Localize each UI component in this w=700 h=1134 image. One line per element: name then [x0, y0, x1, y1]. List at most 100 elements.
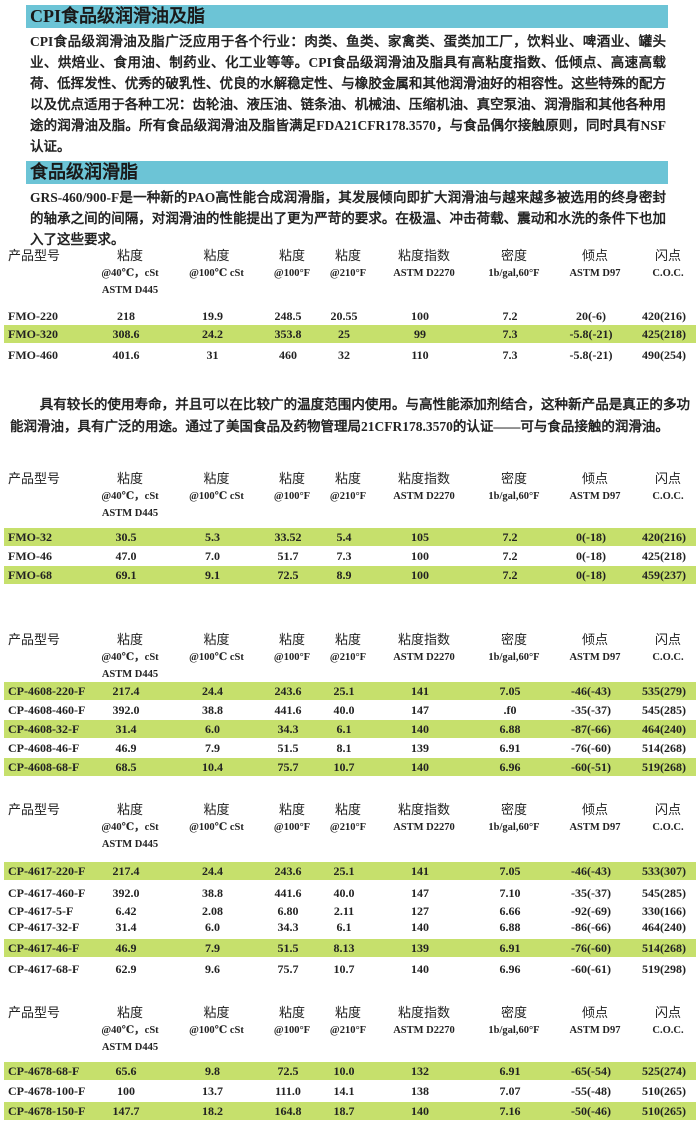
- table-cell: -76(-60): [571, 940, 611, 955]
- column-header: 粘度 @40℃，cSt ASTM D445: [89, 630, 171, 683]
- column-unit: ASTM D2270: [393, 822, 455, 833]
- column-header: 粘度 @100°F: [262, 1003, 322, 1056]
- table-cell: 100: [411, 308, 429, 323]
- column-unit: ASTM D445: [101, 508, 159, 519]
- column-unit: @210°F: [329, 1025, 367, 1036]
- column-label: 产品型号: [8, 471, 61, 486]
- table-cell: 51.7: [277, 548, 299, 563]
- column-header: 产品型号: [4, 469, 89, 522]
- column-label: 倾点: [581, 248, 608, 263]
- column-unit: 1b/gal,60°F: [488, 268, 540, 279]
- table-cell: 7.10: [499, 885, 521, 900]
- table-cell: 127: [411, 903, 429, 918]
- table-cell: 25: [338, 326, 350, 341]
- table-cell: -65(-54): [571, 1063, 611, 1078]
- table-cell: 7.3: [502, 326, 518, 341]
- table-cell: 31: [206, 347, 219, 362]
- product-model: CP-4617-220-F: [8, 863, 86, 878]
- column-unit: @100°F: [273, 491, 311, 502]
- table-cell: 68.5: [115, 759, 137, 774]
- table-cell: 110: [411, 347, 429, 362]
- column-unit: @210°F: [329, 491, 367, 502]
- column-label: 粘度指数: [397, 471, 450, 486]
- column-label: 粘度: [203, 471, 230, 486]
- table-row: FMO-46 47.0 7.0 51.7 7.3 100 7.2 0(-18) 425(218): [4, 547, 696, 565]
- table-cell: 243.6: [274, 863, 302, 878]
- table-cell: 147: [411, 702, 429, 717]
- table-cell: 392.0: [112, 885, 140, 900]
- product-model: CP-4608-220-F: [8, 683, 86, 698]
- table-cell: 490(254): [642, 347, 686, 362]
- column-unit: C.O.C.: [652, 491, 684, 502]
- table-cell: 6.0: [205, 721, 220, 736]
- table-cell: 138: [411, 1083, 429, 1098]
- table-cell: 25.1: [333, 863, 355, 878]
- table-cell: 72.5: [277, 567, 299, 582]
- column-header: 粘度指数 ASTM D2270: [374, 1003, 474, 1056]
- table-cell: 533(307): [642, 863, 686, 878]
- column-label: 粘度: [334, 632, 361, 647]
- column-header: 粘度指数 ASTM D2270: [374, 469, 474, 522]
- table-cell: 7.9: [205, 940, 220, 955]
- product-model: FMO-32: [8, 529, 52, 544]
- product-model: FMO-46: [8, 548, 52, 563]
- column-unit: @40℃，cSt: [101, 1025, 159, 1036]
- column-label: 粘度指数: [397, 248, 450, 263]
- column-unit: @210°F: [329, 268, 367, 279]
- table-cell: 6.91: [499, 1063, 521, 1078]
- intro-paragraph: CPI食品级润滑油及脂广泛应用于各个行业：肉类、鱼类、家禽类、蛋类加工厂，饮料业…: [30, 34, 666, 154]
- table-cell: 75.7: [277, 759, 299, 774]
- column-label: 粘度: [116, 802, 143, 817]
- table-cell: 8.9: [336, 567, 352, 582]
- table-cell: 2.08: [202, 903, 223, 918]
- table-cell: 33.52: [274, 529, 302, 544]
- product-model: CP-4608-32-F: [8, 721, 80, 736]
- table-cell: -87(-66): [571, 721, 611, 736]
- column-label: 粘度指数: [397, 632, 450, 647]
- column-label: 密度: [500, 471, 527, 486]
- table-row: CP-4617-32-F 31.4 6.0 34.3 6.1 140 6.88 -86(-66…: [4, 918, 696, 936]
- column-unit: 1b/gal,60°F: [488, 491, 540, 502]
- column-header: 粘度 @100℃ cSt: [171, 1003, 262, 1056]
- column-unit: @40℃，cSt: [101, 491, 159, 502]
- table-cell: 6.0: [205, 919, 220, 934]
- table-cell: 401.6: [112, 347, 140, 362]
- column-label: 粘度: [278, 632, 305, 647]
- product-model: CP-4678-150-F: [8, 1103, 86, 1118]
- table-cell: 7.3: [502, 347, 518, 362]
- column-label: 闪点: [654, 471, 681, 486]
- spec-table: 产品型号 粘度 @40℃，cSt ASTM D445 粘度 @100℃ cSt 粘度 @100…: [0, 1003, 700, 1056]
- column-unit: @100℃ cSt: [189, 1025, 244, 1036]
- column-header: 闪点 C.O.C.: [636, 800, 700, 853]
- product-model: CP-4617-46-F: [8, 940, 80, 955]
- column-header: 粘度 @100°F: [262, 246, 322, 299]
- table-row: CP-4678-100-F 100 13.7 111.0 14.1 138 7.07 -55(…: [4, 1082, 696, 1100]
- table-row: FMO-320 308.6 24.2 353.8 25 99 7.3 -5.8(-21) 425…: [4, 325, 696, 343]
- column-label: 粘度: [203, 1005, 230, 1020]
- column-label: 粘度: [334, 471, 361, 486]
- table-cell: 62.9: [115, 961, 137, 976]
- table-cell: 7.05: [499, 863, 521, 878]
- table-cell: -55(-48): [571, 1083, 611, 1098]
- column-header: 倾点 ASTM D97: [554, 246, 636, 299]
- column-label: 粘度: [334, 248, 361, 263]
- column-unit: ASTM D2270: [393, 268, 455, 279]
- table-cell: 0(-18): [576, 567, 606, 582]
- table-cell: 10.0: [333, 1063, 355, 1078]
- column-header: 粘度 @100°F: [262, 800, 322, 853]
- column-unit: @100℃ cSt: [189, 491, 244, 502]
- table-cell: 24.4: [202, 683, 223, 698]
- section-title: 食品级润滑脂: [30, 162, 138, 182]
- table-row: CP-4608-460-F 392.0 38.8 441.6 40.0 147 .f0 -35…: [4, 701, 696, 719]
- column-header: 产品型号: [4, 800, 89, 853]
- column-header: 粘度 @40℃，cSt ASTM D445: [89, 800, 171, 853]
- table-cell: -86(-66): [571, 919, 611, 934]
- table-cell: 72.5: [277, 1063, 299, 1078]
- column-label: 粘度: [203, 802, 230, 817]
- column-label: 倾点: [581, 471, 608, 486]
- table-header: 产品型号 粘度 @40℃，cSt ASTM D445 粘度 @100℃ cSt 粘度 @100…: [0, 1003, 700, 1056]
- table-cell: 308.6: [112, 326, 140, 341]
- table-cell: 6.1: [336, 919, 352, 934]
- table-row: CP-4608-68-F 68.5 10.4 75.7 10.7 140 6.96 -60(-…: [4, 758, 696, 776]
- column-header: 粘度 @100℃ cSt: [171, 469, 262, 522]
